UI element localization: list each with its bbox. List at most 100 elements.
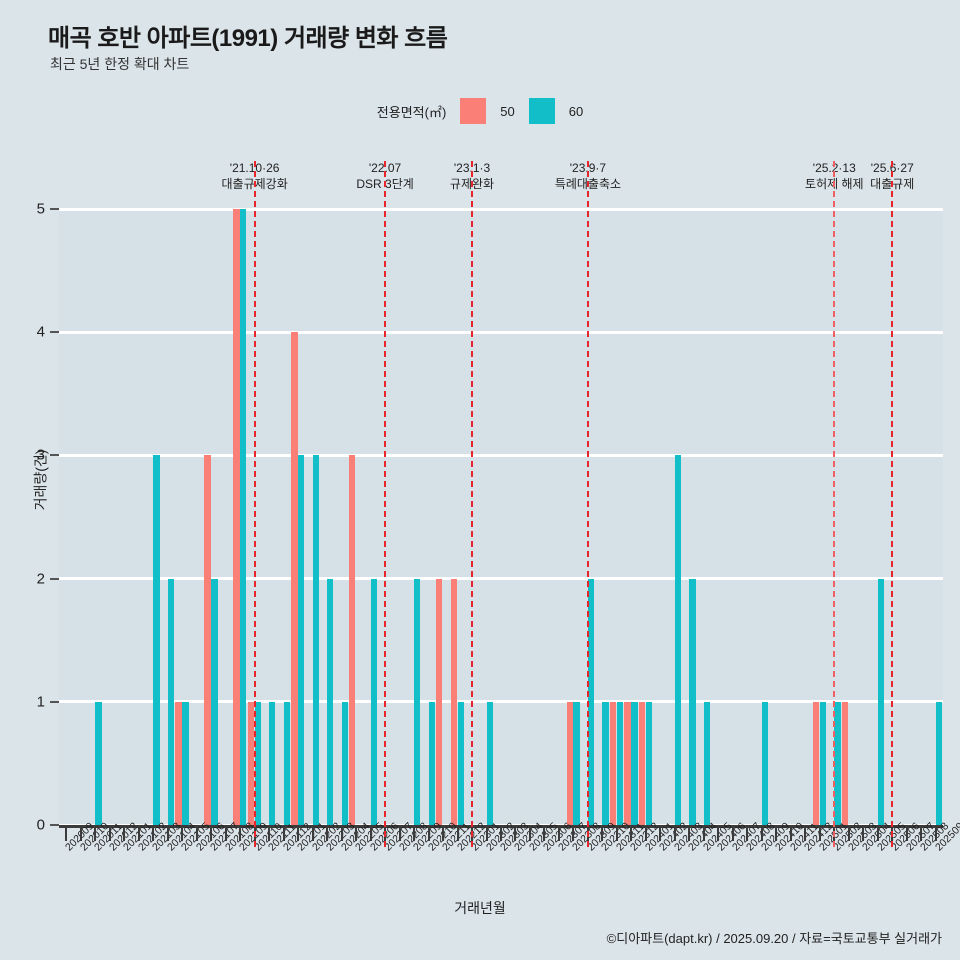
bar-60-202104[interactable] [167,578,175,825]
bar-50-202503[interactable] [841,701,849,825]
x-tick-mark [413,828,416,841]
x-tick-mark [456,828,459,841]
bar-60-202011[interactable] [95,701,102,825]
x-tick-mark [905,828,908,841]
bar-50-202109[interactable] [233,209,240,825]
y-gridline [59,700,943,704]
x-tick-mark [775,828,778,841]
bar-60-202210[interactable] [428,701,435,825]
bar-60-202311[interactable] [616,701,624,825]
bar-60-202111[interactable] [269,701,276,825]
x-tick-mark [746,828,749,841]
bar-60-202107[interactable] [211,578,218,825]
bar-50-202201[interactable] [291,332,298,825]
bar-50-202312[interactable] [624,701,631,825]
bar-50-202110[interactable] [247,701,255,825]
x-tick-mark [239,828,242,841]
bar-50-202212[interactable] [450,578,457,825]
x-tick-mark [181,828,184,841]
bar-60-202202[interactable] [312,455,319,825]
bar-60-202405[interactable] [703,701,711,825]
x-tick-mark [934,828,937,841]
x-tick-mark [500,828,502,841]
bar-50-202105[interactable] [175,701,182,825]
x-tick-mark [630,828,633,841]
x-tick-mark [137,828,140,841]
y-tick-label: 1 [36,693,45,711]
bar-60-202212[interactable] [457,701,464,825]
event-line-202207 [384,161,387,847]
bar-60-202401[interactable] [645,701,653,825]
x-tick-mark [224,828,227,841]
bar-60-202110[interactable] [254,701,261,825]
bar-60-202312[interactable] [631,701,638,825]
chart-plot-area [59,207,943,827]
bar-60-202403[interactable] [674,455,682,825]
x-tick-mark [543,828,546,841]
x-tick-mark [688,828,691,841]
legend-swatch-60 [528,98,555,124]
x-tick-mark [152,828,155,841]
x-tick-mark [659,828,662,841]
y-tick-mark [50,454,59,457]
x-tick-mark [673,828,676,841]
x-tick-mark [369,828,372,841]
x-tick-mark [818,828,821,841]
bar-50-202107[interactable] [204,455,211,825]
bar-50-202205[interactable] [349,455,356,825]
x-tick-mark [876,828,879,841]
bar-60-202409[interactable] [761,701,769,825]
x-tick-mark [572,828,575,841]
event-line-202110 [253,161,256,847]
bar-60-202203[interactable] [327,578,334,825]
x-tick-mark [760,828,763,841]
x-tick-mark [601,828,604,841]
x-tick-mark [326,828,329,841]
bar-60-202505[interactable] [877,578,885,825]
x-tick-mark [847,828,850,841]
bar-60-202201[interactable] [298,455,305,825]
y-tick-label: 4 [36,323,45,341]
bar-50-202311[interactable] [609,701,617,825]
event-line-202301 [471,161,474,847]
y-tick-label: 3 [36,446,45,464]
bar-60-202302[interactable] [486,701,493,825]
x-tick-mark [862,828,865,841]
bar-60-202103[interactable] [153,455,160,825]
x-tick-mark [615,828,618,841]
event-line-202506 [891,161,894,847]
bar-60-202109[interactable] [240,209,247,825]
x-tick-mark [789,828,792,841]
bar-60-202209[interactable] [414,578,421,825]
bar-60-202501[interactable] [819,701,827,825]
x-tick-mark [528,828,531,841]
legend-label-60: 60 [568,103,584,119]
y-tick-mark [50,577,59,580]
x-tick-mark [398,828,401,841]
x-tick-mark [311,828,314,841]
bar-60-202112[interactable] [283,701,290,825]
x-tick-mark [920,828,923,841]
bar-60-202308[interactable] [573,701,580,825]
x-tick-mark [355,828,358,841]
bar-60-202206[interactable] [370,578,377,825]
x-tick-mark [644,828,647,841]
bar-60-202309[interactable] [587,578,595,825]
bar-60-202509[interactable] [935,701,943,825]
x-tick-mark [340,828,343,841]
page-title: 매곡 호반 아파트(1991) 거래량 변화 흐름 [48,25,448,52]
bar-60-202105[interactable] [182,701,189,825]
x-tick-mark [514,828,517,841]
bar-50-202501[interactable] [812,701,820,825]
x-tick-mark [717,828,720,841]
x-tick-mark [485,828,488,841]
bar-60-202404[interactable] [689,578,696,825]
bar-60-202204[interactable] [341,701,348,825]
bar-50-202308[interactable] [566,701,573,825]
chart-legend: 전용면적(㎡) 50 60 [0,98,960,124]
bar-60-202310[interactable] [602,701,609,825]
bar-60-202502[interactable] [834,701,841,825]
bar-50-202401[interactable] [638,701,646,825]
bar-50-202211[interactable] [436,578,443,825]
x-axis-title: 거래년월 [454,900,506,916]
